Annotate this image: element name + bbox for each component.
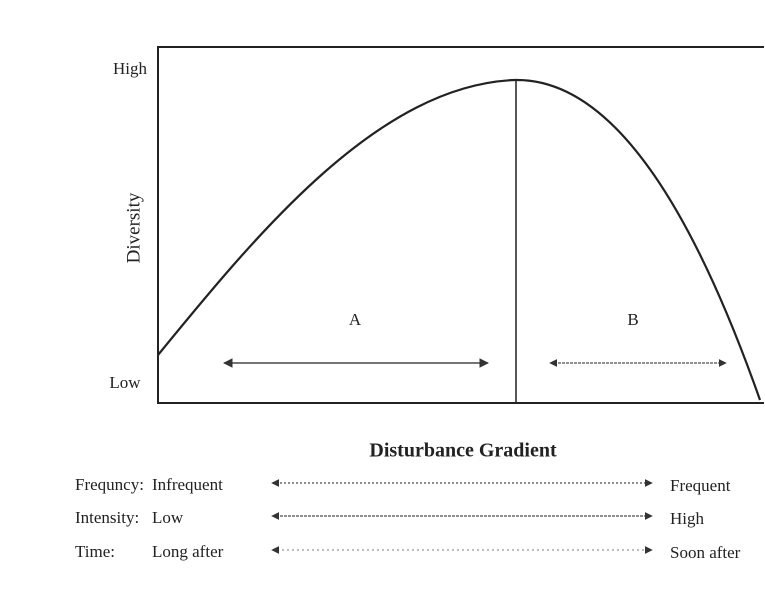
row-label: Time: [75, 542, 115, 561]
y-low: Low [109, 373, 141, 392]
row-label: Frequncy: [75, 475, 144, 494]
gradient-title: Disturbance Gradient [369, 440, 557, 462]
region-label: B [627, 310, 638, 329]
region-label: A [349, 310, 362, 329]
row-right: High [670, 509, 705, 528]
row-left: Low [152, 508, 184, 527]
y-high: High [113, 59, 148, 78]
row-right: Frequent [670, 476, 731, 495]
row-left: Long after [152, 542, 224, 561]
plot-frame [157, 46, 764, 404]
row-label: Intensity: [75, 508, 139, 527]
gradient-rows: Frequncy: Infrequent Frequent Intensity:… [75, 475, 741, 562]
y-axis-label: Diversity [123, 192, 144, 263]
row-left: Infrequent [152, 475, 223, 494]
diversity-curve [157, 78, 762, 401]
row-right: Soon after [670, 543, 741, 562]
